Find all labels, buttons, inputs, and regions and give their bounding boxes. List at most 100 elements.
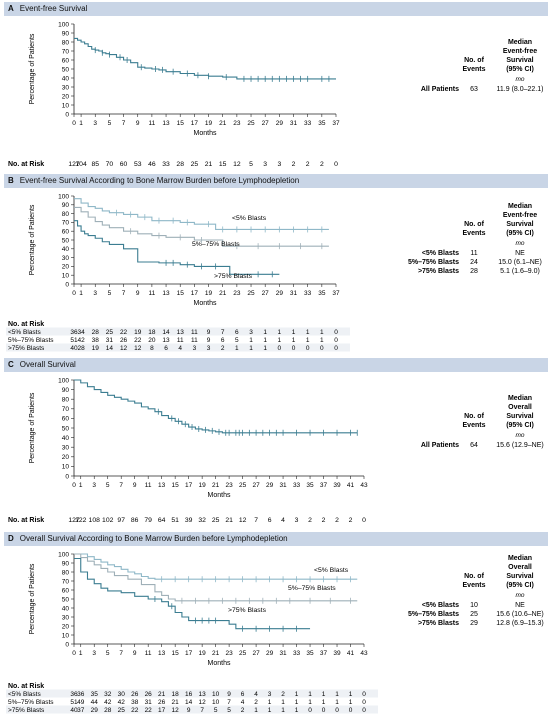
x-tick-label: 0 (72, 290, 76, 297)
x-tick-label: 37 (320, 650, 328, 657)
y-tick-label: 40 (62, 75, 70, 82)
risk-row-label: >75% Blasts (8, 707, 45, 714)
risk-value: 3 (268, 691, 272, 698)
risk-value: 1 (308, 691, 312, 698)
x-tick-label: 43 (360, 482, 368, 489)
x-tick-label: 41 (347, 482, 355, 489)
panel-title: Event-free Survival (19, 4, 88, 13)
risk-row-band (6, 697, 378, 706)
curve-label: <5% Blasts (314, 567, 349, 574)
risk-value: 1 (322, 699, 326, 706)
risk-value: 1 (322, 691, 326, 698)
table-row-median: 15.6 (10.6–NE) (496, 611, 543, 618)
risk-header: No. at Risk (8, 161, 44, 168)
risk-row-label: <5% Blasts (8, 691, 41, 698)
y-tick-label: 20 (62, 264, 70, 271)
x-tick-label: 21 (212, 482, 220, 489)
risk-row-band (6, 343, 350, 352)
risk-value: 9 (207, 337, 211, 344)
risk-value: 28 (176, 161, 184, 168)
risk-value: 42 (104, 699, 112, 706)
risk-value: 1 (263, 329, 267, 336)
risk-value: 1 (263, 345, 267, 352)
x-tick-label: 19 (205, 290, 213, 297)
risk-value: 26 (158, 699, 166, 706)
x-tick-label: 11 (149, 290, 156, 297)
risk-value: 1 (335, 699, 339, 706)
x-tick-label: 37 (332, 290, 340, 297)
risk-row-label: <5% Blasts (8, 329, 41, 336)
x-tick-label: 1 (79, 482, 83, 489)
risk-value: 7 (227, 699, 231, 706)
risk-value: 18 (172, 691, 180, 698)
x-tick-label: 3 (92, 482, 96, 489)
risk-value: 20 (148, 337, 156, 344)
y-tick-label: 50 (62, 596, 70, 603)
risk-value: 3 (277, 161, 281, 168)
km-curve-1 (74, 37, 336, 80)
y-tick-label: 70 (62, 578, 70, 585)
y-axis-title: Percentage of Patients (29, 204, 36, 275)
table-row-events: 25 (470, 611, 478, 618)
risk-value: 0 (362, 691, 366, 698)
table-row-median: NE (515, 250, 525, 257)
risk-value: 12 (120, 345, 128, 352)
risk-value: 127 (68, 517, 80, 524)
x-tick-label: 33 (293, 650, 301, 657)
risk-value: 0 (292, 345, 296, 352)
risk-value: 0 (308, 707, 312, 714)
risk-value: 11 (191, 329, 198, 336)
y-tick-label: 60 (62, 416, 70, 423)
risk-value: 2 (320, 161, 324, 168)
risk-value: 12 (199, 699, 207, 706)
x-tick-label: 0 (72, 120, 76, 127)
risk-value: 0 (334, 337, 338, 344)
risk-value: 5 (214, 707, 218, 714)
y-tick-label: 60 (62, 587, 70, 594)
risk-value: 5 (227, 707, 231, 714)
risk-value: 21 (205, 161, 213, 168)
y-tick-label: 100 (58, 21, 69, 28)
km-curve-2 (74, 553, 358, 602)
y-tick-label: 20 (62, 454, 70, 461)
x-tick-label: 17 (185, 650, 193, 657)
risk-value: 5 (249, 161, 253, 168)
x-tick-label: 33 (304, 120, 312, 127)
risk-value: 14 (162, 329, 170, 336)
events-header-line: Events (463, 66, 486, 73)
table-row-label: <5% Blasts (422, 602, 459, 609)
km-curve-1 (74, 553, 358, 580)
risk-value: 36 (70, 329, 78, 336)
risk-value: 9 (227, 691, 231, 698)
y-tick-label: 100 (58, 193, 69, 200)
risk-value: 1 (320, 337, 324, 344)
x-tick-label: 19 (205, 120, 213, 127)
x-tick-label: 1 (79, 290, 83, 297)
x-tick-label: 13 (162, 290, 170, 297)
risk-value: 37 (77, 707, 85, 714)
x-tick-label: 11 (149, 120, 156, 127)
median-header-line: Event-free (503, 212, 537, 219)
x-tick-label: 9 (133, 650, 137, 657)
x-tick-label: 35 (306, 482, 314, 489)
risk-value: 21 (158, 691, 166, 698)
risk-value: 38 (131, 699, 139, 706)
risk-value: 1 (278, 337, 282, 344)
risk-value: 36 (77, 691, 85, 698)
table-row-events: 29 (470, 620, 478, 627)
panel-title: Overall Survival (19, 360, 76, 369)
risk-value: 13 (199, 691, 207, 698)
risk-value: 1 (249, 337, 253, 344)
y-tick-label: 10 (62, 632, 70, 639)
risk-value: 104 (75, 161, 87, 168)
x-tick-label: 43 (360, 650, 368, 657)
risk-value: 12 (239, 517, 247, 524)
table-row-median: 11.9 (8.0–22.1) (497, 86, 544, 93)
y-tick-label: 70 (62, 220, 70, 227)
risk-value: 25 (106, 329, 114, 336)
panel-c-header: C Overall Survival (4, 358, 548, 372)
panel-title: Event-free Survival According to Bone Ma… (19, 176, 300, 185)
table-row-events: 10 (470, 602, 478, 609)
risk-value: 1 (292, 337, 296, 344)
risk-value: 21 (225, 517, 233, 524)
